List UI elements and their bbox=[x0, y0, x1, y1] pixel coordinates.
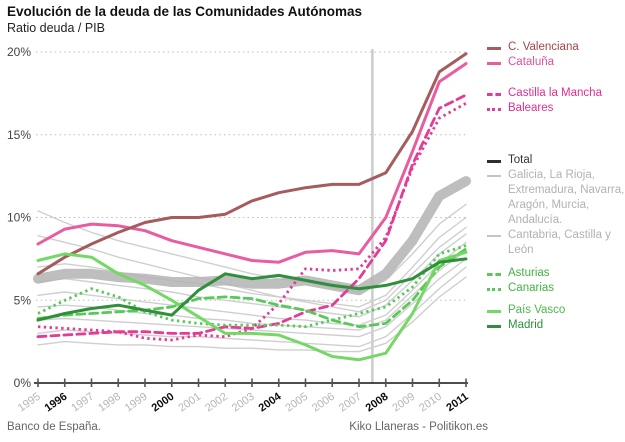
line-swatch-canarias bbox=[487, 288, 501, 291]
legend-group-gray: Total Galicia, La Rioja, Extremadura, Na… bbox=[487, 153, 625, 258]
legend-item-pais-vasco: País Vasco bbox=[487, 303, 625, 318]
legend-group-solid-green: País Vasco Madrid bbox=[487, 303, 625, 333]
line-swatch-total bbox=[487, 160, 501, 163]
legend-item-baleares: Baleares bbox=[487, 101, 625, 116]
legend-label: País Vasco bbox=[508, 304, 566, 316]
author-credit: Kiko Llaneras - Politikon.es bbox=[349, 421, 488, 433]
chart-legend: C. Valenciana Cataluña Castilla la Manch… bbox=[487, 40, 625, 333]
legend-item-canarias: Canarias bbox=[487, 281, 625, 296]
source-credit: Banco de España. bbox=[7, 421, 101, 433]
svg-text:5%: 5% bbox=[14, 293, 32, 307]
svg-text:1999: 1999 bbox=[123, 391, 150, 415]
legend-item-total: Total bbox=[487, 153, 625, 168]
svg-text:2001: 2001 bbox=[176, 391, 203, 415]
legend-label: Madrid bbox=[508, 319, 544, 331]
svg-text:1996: 1996 bbox=[43, 391, 70, 415]
svg-text:2005: 2005 bbox=[283, 391, 310, 415]
svg-text:2011: 2011 bbox=[444, 391, 470, 415]
legend-label: Baleares bbox=[508, 102, 554, 114]
svg-text:2000: 2000 bbox=[150, 391, 177, 415]
line-swatch-baleares bbox=[487, 108, 501, 111]
legend-label: Cataluña bbox=[508, 56, 555, 68]
line-swatch-otras-comunidades bbox=[487, 175, 501, 177]
svg-text:2004: 2004 bbox=[257, 390, 285, 414]
legend-item-cantabria-castilla-leon: Cantabria, Castilla y León bbox=[487, 228, 625, 258]
svg-text:1997: 1997 bbox=[69, 391, 96, 415]
legend-item-cataluna: Cataluña bbox=[487, 55, 625, 70]
page-subtitle: Ratio deuda / PIB bbox=[7, 21, 105, 35]
line-swatch-cantabria-castilla-leon bbox=[487, 235, 501, 237]
legend-label: Asturias bbox=[508, 267, 550, 279]
legend-group-dashed-green: Asturias Canarias bbox=[487, 266, 625, 296]
svg-text:1995: 1995 bbox=[16, 391, 43, 415]
line-swatch-castilla-la-mancha bbox=[487, 93, 501, 96]
svg-text:2002: 2002 bbox=[203, 391, 230, 415]
legend-item-otras-comunidades: Galicia, La Rioja, Extremadura, Navarra,… bbox=[487, 168, 625, 228]
legend-label: Castilla la Mancha bbox=[508, 87, 602, 99]
legend-label: C. Valenciana bbox=[508, 41, 579, 53]
legend-label: Galicia, La Rioja, Extremadura, Navarra,… bbox=[508, 169, 625, 226]
svg-text:15%: 15% bbox=[7, 128, 31, 142]
svg-text:2007: 2007 bbox=[337, 391, 364, 415]
line-swatch-cataluna bbox=[487, 62, 501, 65]
legend-item-c-valenciana: C. Valenciana bbox=[487, 40, 625, 55]
legend-label: Canarias bbox=[508, 282, 555, 294]
svg-text:2008: 2008 bbox=[364, 391, 391, 415]
svg-text:1998: 1998 bbox=[96, 391, 123, 415]
svg-text:10%: 10% bbox=[7, 211, 31, 225]
line-swatch-madrid bbox=[487, 325, 501, 328]
legend-label: Total bbox=[508, 154, 533, 166]
line-swatch-pais-vasco bbox=[487, 310, 501, 313]
legend-item-castilla-la-mancha: Castilla la Mancha bbox=[487, 86, 625, 101]
svg-text:2009: 2009 bbox=[390, 391, 417, 415]
svg-text:2003: 2003 bbox=[230, 391, 257, 415]
legend-item-asturias: Asturias bbox=[487, 266, 625, 281]
legend-group-top-pink: C. Valenciana Cataluña bbox=[487, 40, 625, 70]
svg-text:2006: 2006 bbox=[310, 391, 337, 415]
svg-text:2010: 2010 bbox=[417, 391, 444, 415]
page-title: Evolución de la deuda de las Comunidades… bbox=[7, 4, 363, 19]
line-swatch-c-valenciana bbox=[487, 47, 501, 50]
legend-item-madrid: Madrid bbox=[487, 318, 625, 333]
legend-label: Cantabria, Castilla y León bbox=[508, 229, 611, 256]
svg-text:0%: 0% bbox=[14, 376, 32, 390]
legend-group-dashed-pink: Castilla la Mancha Baleares bbox=[487, 86, 625, 116]
line-swatch-asturias bbox=[487, 273, 501, 276]
debt-evolution-chart: 0%5%10%15%20%1995 1996 1997 1998 1999 2000 200… bbox=[7, 45, 471, 415]
svg-text:20%: 20% bbox=[7, 45, 31, 59]
